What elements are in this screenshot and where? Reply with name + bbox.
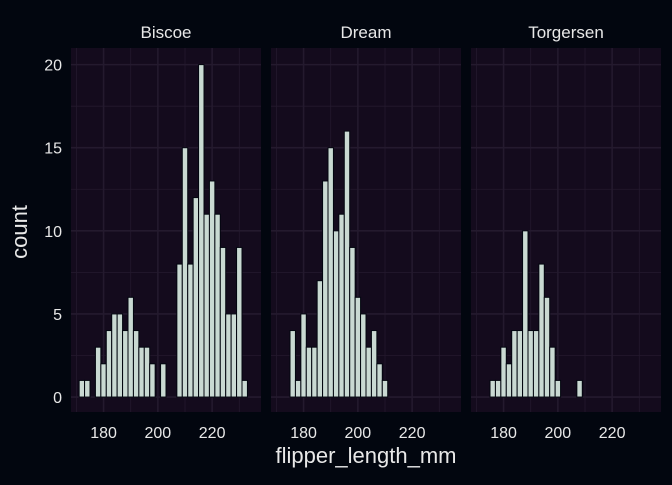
histogram-bar [138, 346, 145, 398]
histogram-bar [576, 379, 583, 398]
histogram-bar [289, 330, 296, 398]
histogram-bar [236, 246, 243, 398]
histogram-bar [349, 246, 356, 398]
histogram-bar [538, 263, 545, 398]
histogram-bar [489, 379, 496, 398]
histogram-bar [84, 379, 91, 398]
histogram-bar [311, 346, 318, 398]
histogram-bar [203, 213, 210, 398]
histogram-bar [511, 330, 518, 398]
histogram-bar [381, 379, 389, 398]
histogram-bar [100, 363, 107, 398]
histogram-bar [305, 346, 313, 398]
histogram-bar [327, 147, 334, 398]
histogram-bar [192, 197, 200, 398]
x-tick-label: 200 [545, 425, 572, 442]
x-axis-title: flipper_length_mm [276, 443, 457, 468]
histogram-bar [338, 213, 345, 398]
histogram-bar [376, 363, 383, 398]
histogram-bar [225, 313, 232, 398]
panel-torgersen [471, 48, 661, 412]
histogram-bar [176, 263, 183, 398]
histogram-bar [143, 346, 151, 398]
histogram-bar [522, 230, 529, 398]
histogram-bar [241, 379, 248, 398]
histogram-bar [105, 330, 113, 398]
histogram-bar [219, 246, 227, 398]
histogram-bar [208, 180, 216, 398]
histogram-bar [78, 379, 86, 398]
facet-label: Biscoe [140, 23, 191, 42]
histogram-bar [122, 330, 129, 398]
histogram-bar [370, 330, 378, 398]
histogram-bar [187, 263, 194, 398]
histogram-bar [332, 230, 340, 398]
histogram-bar [230, 313, 238, 398]
y-tick-label: 20 [44, 58, 62, 75]
histogram-bar [516, 330, 524, 398]
x-tick-label: 200 [145, 425, 172, 442]
histogram-bar [94, 346, 102, 398]
y-axis-title: count [7, 205, 32, 259]
x-tick-label: 180 [490, 425, 517, 442]
facet-label: Torgersen [528, 23, 604, 42]
x-tick-label: 220 [399, 425, 426, 442]
histogram-bar [198, 64, 205, 398]
histogram-bar [554, 379, 562, 398]
x-tick-label: 180 [90, 425, 117, 442]
y-tick-label: 15 [44, 141, 62, 158]
histogram-bar [354, 296, 362, 398]
histogram-bar [527, 330, 534, 398]
histogram-bar [294, 379, 302, 398]
histogram-bar [322, 180, 329, 398]
y-tick-label: 5 [53, 307, 62, 324]
y-tick-label: 0 [53, 390, 62, 407]
facet-label: Dream [340, 23, 391, 42]
histogram-bar [181, 147, 189, 398]
histogram-bar [500, 346, 507, 398]
histogram-bar [360, 313, 367, 398]
histogram-bar [160, 363, 167, 398]
y-tick-label: 10 [44, 224, 62, 241]
histogram-bar [505, 363, 513, 398]
histogram-bar [132, 330, 140, 398]
histogram-bar [116, 313, 124, 398]
histogram-bar [532, 330, 540, 398]
histogram-bar [127, 296, 134, 398]
histogram-bar [494, 379, 502, 398]
histogram-bar [365, 346, 372, 398]
histogram-bar [300, 313, 307, 398]
histogram-bar [214, 213, 221, 398]
x-tick-label: 220 [599, 425, 626, 442]
histogram-bar [343, 130, 351, 398]
histogram-bar [111, 313, 118, 398]
histogram-bar [543, 296, 551, 398]
x-tick-label: 220 [199, 425, 226, 442]
histogram-bar [316, 280, 324, 398]
x-tick-label: 180 [290, 425, 317, 442]
x-tick-label: 200 [345, 425, 372, 442]
histogram-bar [549, 346, 556, 398]
histogram-bar [149, 363, 156, 398]
